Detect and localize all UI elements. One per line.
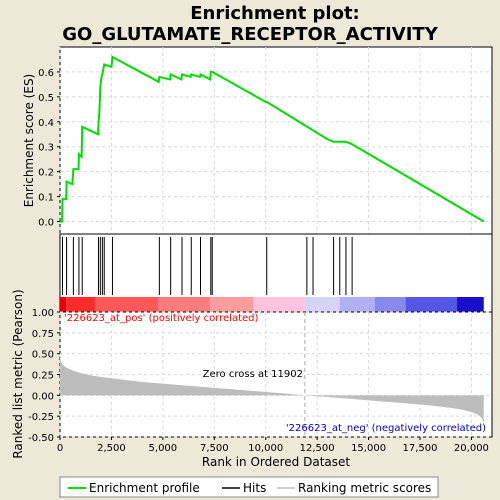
y-tick-label: 0.3	[38, 143, 54, 154]
x-tick-label: 5,000	[149, 443, 178, 454]
legend-label: Hits	[243, 481, 266, 495]
x-tick-label: 0	[57, 443, 63, 454]
gradient-segment	[374, 297, 406, 312]
positive-correlation-label: '226623_at_pos' (positively correlated)	[64, 313, 258, 324]
ranked-gradient-bar	[60, 297, 484, 312]
x-tick-label: 17,500	[403, 443, 438, 454]
gradient-segment	[253, 297, 305, 312]
y-tick-label: 0.25	[32, 371, 54, 382]
y-tick-label: 0.6	[38, 68, 54, 79]
y-tick-label: 0.75	[32, 329, 54, 340]
metric-x-ticks: 0 2,500 5,000 7,500 10,000 12,500 15,000 17,500…	[57, 437, 489, 454]
gradient-segment	[304, 297, 340, 312]
gradient-segment	[158, 297, 211, 312]
enrichment-gridlines	[59, 47, 492, 234]
x-tick-label: 10,000	[248, 443, 283, 454]
gradient-segment	[210, 297, 254, 312]
enrichment-profile-panel: 0.0 0.1 0.2 0.3 0.4 0.5 0.6 Enrichment score (…	[22, 46, 493, 235]
gradient-segment	[457, 297, 484, 312]
x-tick-label: 20,000	[454, 443, 489, 454]
legend: Enrichment profile Hits Ranking metric sco…	[59, 476, 439, 498]
gradient-segment	[339, 297, 375, 312]
y-tick-label: 0.4	[38, 118, 54, 129]
y-tick-label: 0.0	[38, 218, 54, 229]
enrichment-profile-line	[60, 55, 485, 223]
gradient-segment	[60, 297, 67, 312]
y-tick-label: 0.00	[32, 391, 54, 402]
y-tick-label: 1.00	[32, 308, 54, 319]
enrichment-plot-area	[59, 46, 493, 235]
x-tick-label: 7,500	[200, 443, 229, 454]
legend-box	[59, 476, 439, 498]
zero-cross-label: Zero cross at 11902	[203, 369, 303, 380]
x-axis-label: Rank in Ordered Dataset	[202, 455, 350, 469]
y-tick-label: 0.1	[38, 193, 54, 204]
enrichment-y-ticks: 0.0 0.1 0.2 0.3 0.4 0.5 0.6	[38, 68, 60, 229]
x-tick-label: 2,500	[97, 443, 126, 454]
hit-markers	[61, 237, 353, 295]
x-tick-label: 12,500	[300, 443, 335, 454]
legend-label: Enrichment profile	[89, 481, 200, 495]
negative-correlation-label: '226623_at_neg' (negatively correlated)	[286, 423, 486, 434]
ranked-metric-panel: -0.50 -0.25 0.00 0.25 0.50 0.75 1.00 0 2,500 5,0…	[11, 289, 493, 469]
y-tick-label: -0.50	[28, 433, 54, 444]
y-tick-label: 0.50	[32, 350, 54, 361]
x-tick-label: 15,000	[351, 443, 386, 454]
y-tick-label: 0.2	[38, 168, 54, 179]
ranking-metric-area	[60, 352, 484, 423]
enrichment-y-axis-label: Enrichment score (ES)	[22, 74, 36, 207]
gradient-segment	[405, 297, 458, 312]
metric-y-axis-label: Ranked list metric (Pearson)	[11, 289, 25, 458]
metric-y-ticks: -0.50 -0.25 0.00 0.25 0.50 0.75 1.00	[28, 308, 60, 444]
y-tick-label: -0.25	[28, 412, 54, 423]
chart-title-line1: Enrichment plot:	[190, 3, 360, 24]
hits-panel	[59, 233, 493, 313]
y-tick-label: 0.5	[38, 93, 54, 104]
gradient-segment	[94, 297, 159, 312]
legend-label: Ranking metric scores	[298, 481, 431, 495]
chart-title-line2: GO_GLUTAMATE_RECEPTOR_ACTIVITY	[62, 24, 438, 45]
gradient-segment	[66, 297, 95, 312]
